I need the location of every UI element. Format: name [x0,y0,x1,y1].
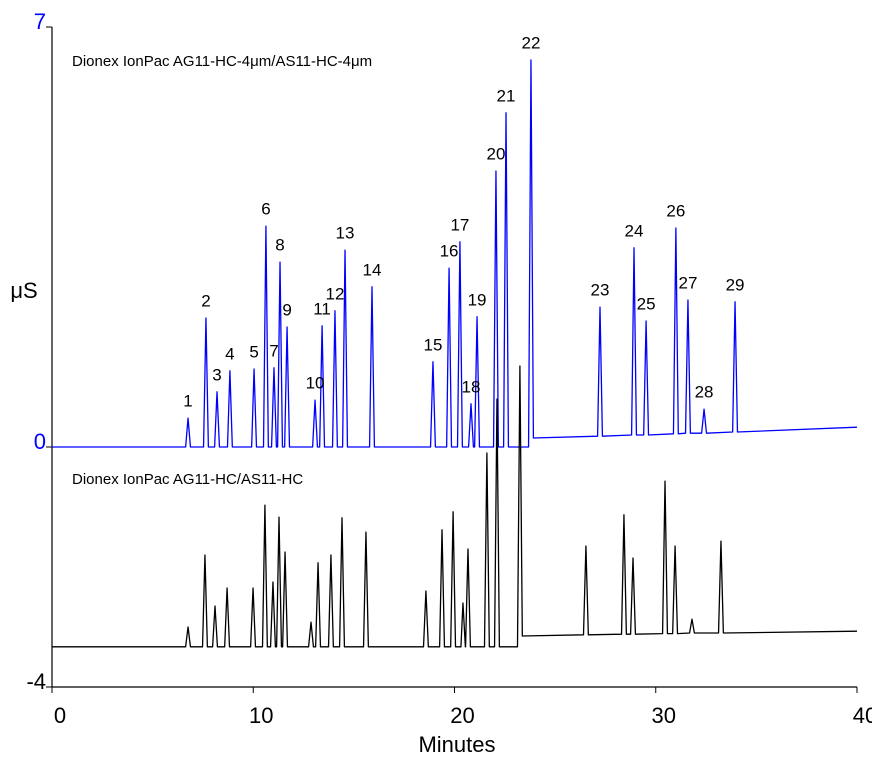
trace-name: Dionex IonPac AG11-HC/AS11-HC [72,471,303,488]
peak-label: 18 [462,377,481,396]
x-tick-label: 30 [652,703,676,728]
peak-label: 17 [450,215,469,234]
peak-label: 20 [486,144,505,163]
peak-label: 24 [625,221,644,240]
peak-label: 28 [695,383,714,402]
x-tick-label: 10 [249,703,273,728]
peak-label: 3 [212,365,221,384]
peak-label: 9 [282,300,291,319]
peak-label: 29 [726,275,745,294]
peak-label: 11 [313,299,331,318]
peak-label: 5 [249,342,258,361]
peak-label: 13 [336,224,355,243]
peak-label: 16 [440,242,459,261]
peak-label: 21 [497,86,516,105]
peak-label: 6 [261,200,270,219]
peak-label: 12 [325,284,344,303]
peak-label: 27 [678,273,697,292]
y-axis-label: μS [10,278,37,303]
x-tick-label: 40 [853,703,872,728]
peak-label: 26 [666,201,685,220]
trace [52,59,858,448]
x-tick-label: 0 [54,703,66,728]
y-tick-label: -4 [26,669,46,694]
peak-label: 14 [363,260,382,279]
peak-label: 7 [269,341,278,360]
x-axis-label: Minutes [418,732,495,757]
peak-label: 22 [522,33,541,52]
peak-label: 10 [306,374,325,393]
peak-label: 25 [637,294,656,313]
peak-label: 15 [424,335,443,354]
y-tick-label: 7 [34,9,46,34]
peak-label: 23 [591,281,610,300]
trace-name: Dionex IonPac AG11-HC-4μm/AS11-HC-4μm [72,53,372,70]
peak-label: 2 [201,291,210,310]
peak-label: 4 [225,344,234,363]
y-tick-label: 0 [34,429,46,454]
peak-label: 1 [183,392,192,411]
trace [52,365,858,648]
peak-label: 19 [468,290,487,309]
peak-label: 8 [275,236,284,255]
x-tick-label: 20 [450,703,474,728]
